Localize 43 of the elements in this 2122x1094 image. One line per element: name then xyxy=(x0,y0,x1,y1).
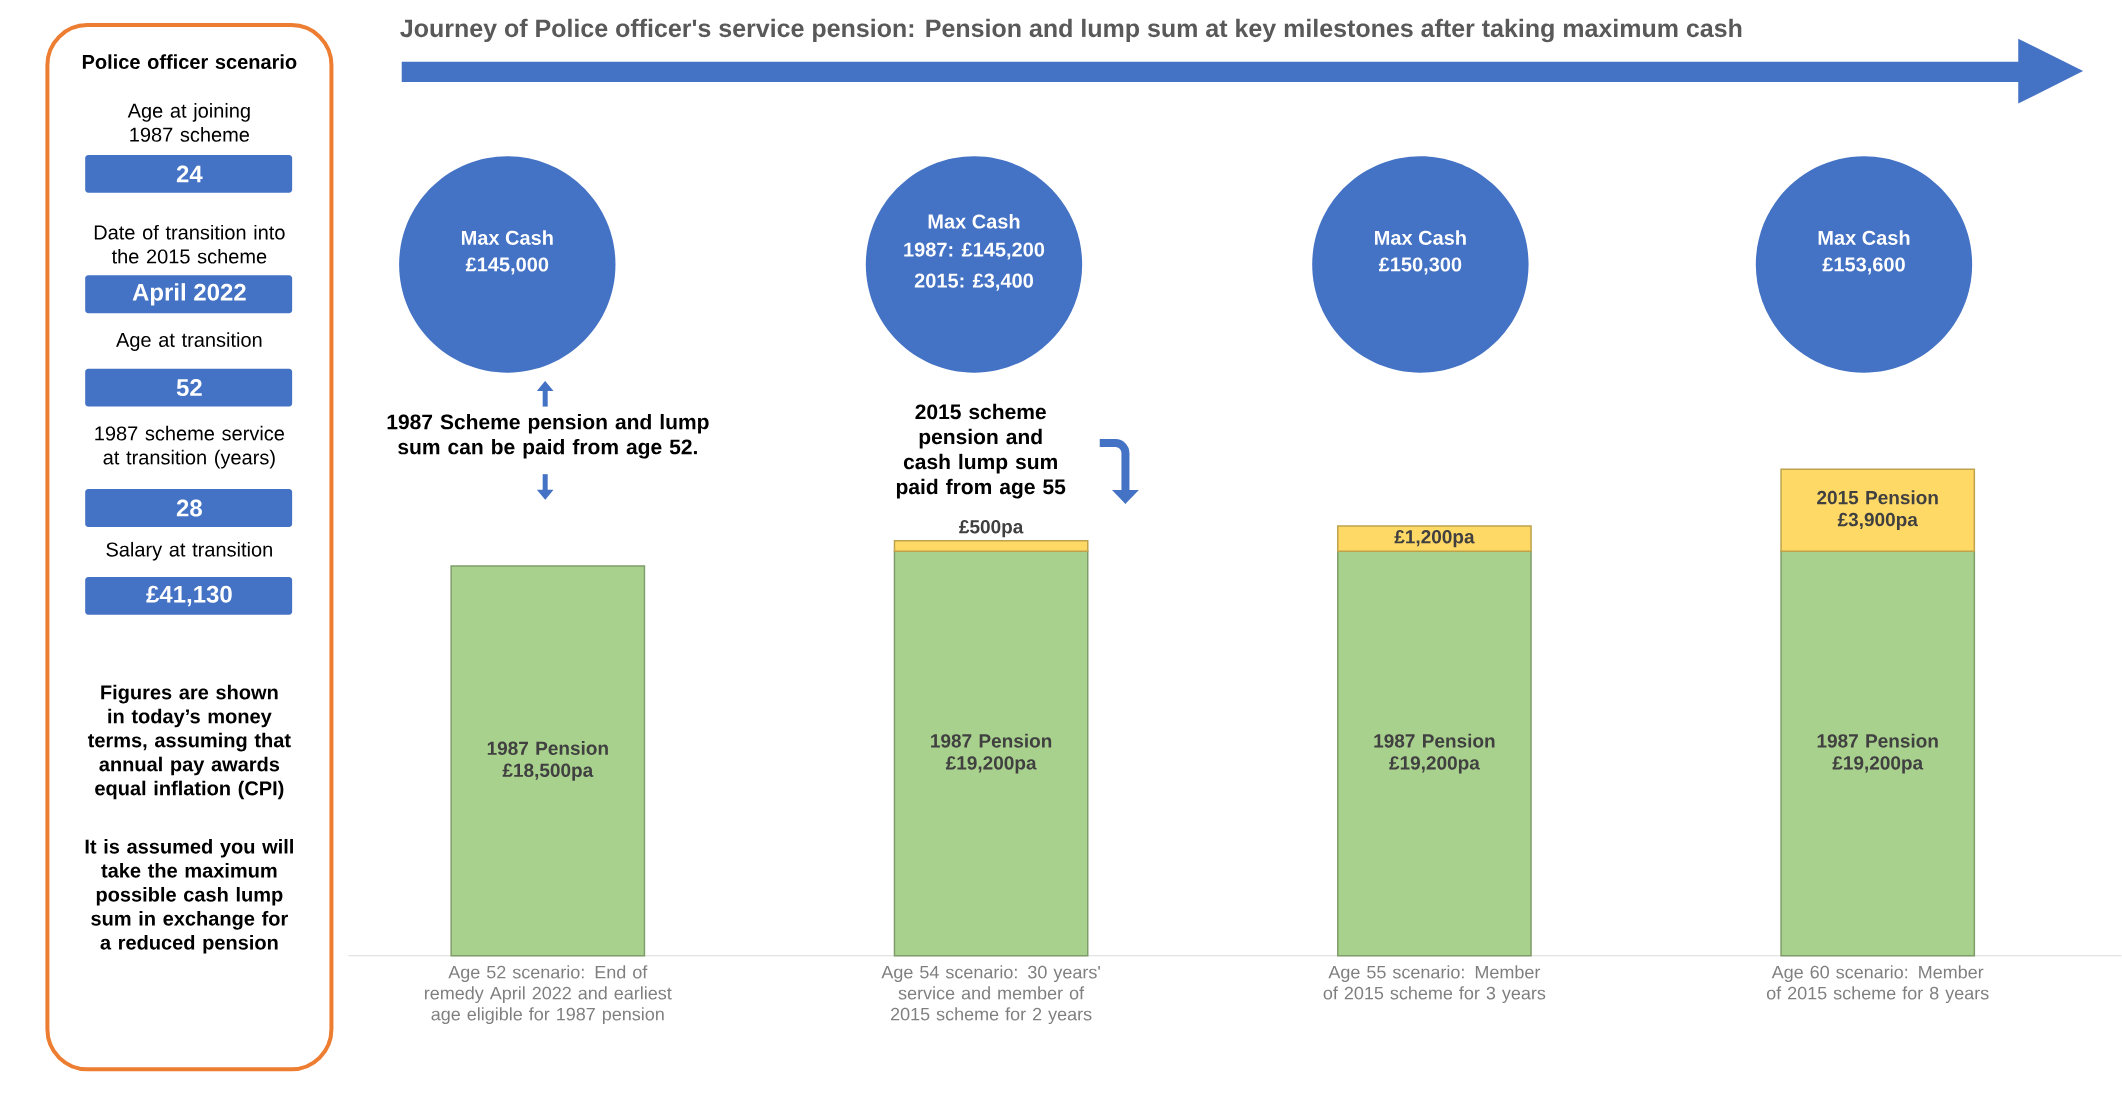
text: Date of transition into the 2015 scheme xyxy=(94,225,285,264)
bar xyxy=(1780,550,1976,957)
text: £153,600 xyxy=(1822,257,1905,275)
data-label: 1987 Pension £19,200pa xyxy=(1374,733,1495,774)
text: £41,130 xyxy=(146,585,232,607)
data-label: 1987 Pension £19,200pa xyxy=(931,733,1052,774)
text: Max Cash xyxy=(1818,230,1910,246)
text: Age at transition xyxy=(116,332,262,352)
x-tick-label: Age 60 scenario: Member of 2015 scheme for 8 years xyxy=(1766,965,1989,1004)
x-tick-label: Age 54 scenario: 30 years' service and member of 2015 scheme for 2 years xyxy=(881,965,1100,1025)
text: Salary at transition xyxy=(106,542,272,561)
x-tick-label: Age 52 scenario: End of remedy April 2022 and earliest age eligible for 1987 pension xyxy=(424,965,672,1025)
data-label: 2015 Pension £3,900pa xyxy=(1817,490,1938,531)
text: £145,000 xyxy=(465,257,549,275)
bar xyxy=(893,550,1089,957)
text: It is assumed you will take the maximum possible cash lump sum in exchange for a reduced pension xyxy=(85,839,293,954)
text: 1987 scheme service at transition (years) xyxy=(95,425,285,469)
bar xyxy=(1337,525,1532,553)
annotation: 2015 scheme pension and cash lump sum paid from age 55 xyxy=(896,403,1066,499)
bar xyxy=(1337,550,1532,957)
x-tick-label: Age 55 scenario: Member of 2015 scheme for 3 years xyxy=(1323,965,1546,1004)
text: Age at joining 1987 scheme xyxy=(127,103,250,142)
data-label: 1987 Pension £18,500pa xyxy=(487,741,608,781)
text: Police officer scenario xyxy=(82,54,297,70)
bar xyxy=(1780,468,1976,553)
text: Max Cash xyxy=(928,214,1020,229)
text: 2015: £3,400 xyxy=(914,273,1033,291)
bar xyxy=(450,565,646,957)
bar xyxy=(893,540,1089,553)
text: Max Cash xyxy=(461,230,553,246)
data-label: £500pa xyxy=(959,520,1024,538)
text: 24 xyxy=(176,165,203,183)
data-label: £1,200pa xyxy=(1394,530,1475,548)
text: 1987 Scheme pension and lump sum can be paid from age 52. xyxy=(387,414,709,459)
text: Max Cash xyxy=(1375,230,1466,246)
text: £150,300 xyxy=(1378,257,1462,275)
text: 1987: £145,200 xyxy=(904,242,1045,260)
text: 28 xyxy=(176,499,202,517)
text: Figures are shown in today’s money terms, assuming that annual pay awards equal inflation (CPI) xyxy=(87,684,291,800)
chart-title: Journey of Police officer's service pension: Pension and lump sum at key milestones after taking maximum cash xyxy=(400,18,1742,43)
text: 52 xyxy=(176,379,202,397)
text: April 2022 xyxy=(132,283,246,306)
data-label: 1987 Pension £19,200pa xyxy=(1817,733,1938,774)
